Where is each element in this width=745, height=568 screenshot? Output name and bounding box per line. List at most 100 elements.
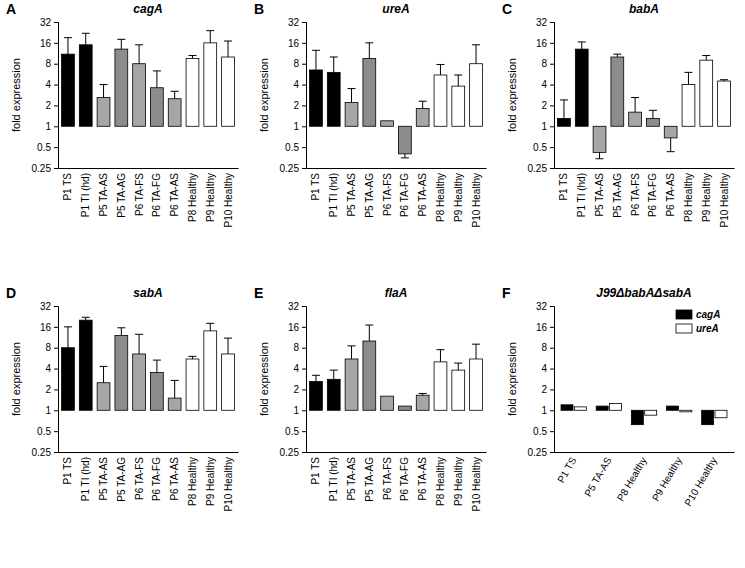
legend-swatch xyxy=(676,324,692,333)
error-bar xyxy=(312,50,320,70)
x-tick: P10 Healthy xyxy=(682,455,719,508)
y-tick: 0.5 xyxy=(533,142,554,153)
y-tick: 32 xyxy=(288,17,306,28)
error-bar-cap xyxy=(312,50,320,51)
y-tick-mark xyxy=(302,22,306,23)
y-tick-label: 4 xyxy=(293,363,299,374)
error-bar-cap xyxy=(454,363,462,364)
y-tick-mark xyxy=(54,85,58,86)
error-bar xyxy=(117,39,125,49)
y-tick-mark xyxy=(302,43,306,44)
error-bar-line xyxy=(121,39,122,49)
x-tick-label: P8 Healthy xyxy=(187,173,198,222)
bar xyxy=(646,118,659,126)
y-tick-label: 0.25 xyxy=(32,447,52,458)
x-axis: P1 TSP1 TI (hd)P5 TA-ASP5 TA-AGP6 TA-FSP… xyxy=(555,169,735,228)
y-tick-label: 16 xyxy=(288,38,300,49)
error-bar-line xyxy=(315,50,316,70)
bar xyxy=(398,126,411,154)
error-bar xyxy=(224,41,232,57)
y-axis: 0.250.512481632 xyxy=(280,301,307,458)
y-axis-label: fold expression xyxy=(258,342,270,416)
error-bar xyxy=(171,380,179,398)
x-tick-label: P6 TA-FS xyxy=(134,457,145,500)
bar xyxy=(97,98,110,127)
x-tick-label: P6 TA-AS xyxy=(169,173,180,217)
x-tick-label: P6 TA-FS xyxy=(382,457,393,500)
error-bar xyxy=(365,325,373,341)
error-bar-cap xyxy=(224,41,232,42)
bar xyxy=(381,121,394,126)
y-tick: 4 xyxy=(45,363,58,374)
x-tick-label: P9 Healthy xyxy=(205,173,216,222)
bar xyxy=(645,410,657,415)
x-tick-label: P9 Healthy xyxy=(650,455,684,503)
y-tick-mark xyxy=(550,327,554,328)
y-tick-mark xyxy=(550,410,554,411)
x-tick-label: P5 TA-AG xyxy=(116,457,127,502)
error-bar-line xyxy=(156,71,157,88)
bar xyxy=(204,43,217,126)
error-bar xyxy=(153,71,161,88)
error-bar xyxy=(596,152,604,158)
y-tick: 0.25 xyxy=(528,447,554,458)
panel: AcagAfold expression0.250.512481632P1 TS… xyxy=(6,1,239,227)
x-tick-label: P5 TA-AG xyxy=(116,173,127,218)
y-tick-mark xyxy=(302,369,306,370)
x-tick-label: P6 TA-FS xyxy=(382,173,393,216)
y-tick: 2 xyxy=(45,384,58,395)
y-tick-label: 2 xyxy=(45,384,51,395)
error-bar-line xyxy=(103,85,104,98)
bar xyxy=(398,406,411,410)
x-tick-label: P5 TA-AG xyxy=(364,173,375,218)
y-tick: 4 xyxy=(541,79,554,90)
error-bar-line xyxy=(652,110,653,118)
y-tick: 32 xyxy=(40,301,58,312)
y-tick-label: 2 xyxy=(541,384,547,395)
y-axis-label: fold expression xyxy=(258,58,270,132)
x-tick: P6 TA-FG xyxy=(647,173,658,217)
error-bar-cap xyxy=(117,39,125,40)
y-tick-mark xyxy=(54,369,58,370)
bar xyxy=(115,336,128,411)
y-tick-label: 8 xyxy=(45,58,51,69)
error-bar-line xyxy=(581,42,582,49)
error-bar-line xyxy=(67,327,68,348)
x-tick-label: P6 TA-FG xyxy=(151,173,162,217)
error-bar-line xyxy=(635,98,636,113)
error-bar-cap xyxy=(365,42,373,43)
bar xyxy=(363,59,376,127)
y-tick-label: 0.5 xyxy=(37,426,51,437)
x-axis: P1 TSP1 TI (hd)P5 TA-ASP5 TA-AGP6 TA-FSP… xyxy=(307,169,487,228)
error-bar-cap xyxy=(312,375,320,376)
x-tick: P5 TA-AS xyxy=(346,457,357,501)
error-bar xyxy=(472,45,480,64)
x-axis: P1 TSP1 TI (hd)P5 TA-ASP5 TA-AGP6 TA-FSP… xyxy=(59,169,239,228)
x-tick-label: P9 Healthy xyxy=(453,173,464,222)
error-bar-cap xyxy=(82,317,90,318)
bar xyxy=(452,86,465,126)
error-bar-cap xyxy=(419,101,427,102)
x-tick-label: P5 TA-AG xyxy=(364,457,375,502)
error-bar xyxy=(613,54,621,57)
x-tick-label: P10 Healthy xyxy=(719,173,730,227)
bar xyxy=(593,126,606,152)
y-tick-label: 1 xyxy=(293,405,299,416)
error-bar xyxy=(419,101,427,108)
y-tick-mark xyxy=(302,431,306,432)
panel: DsabAfold expression0.250.512481632P1 TS… xyxy=(6,285,239,511)
y-tick-mark xyxy=(550,452,554,453)
y-tick-label: 8 xyxy=(293,342,299,353)
error-bar xyxy=(82,317,90,320)
error-bar xyxy=(206,323,214,331)
bar xyxy=(345,359,358,410)
error-bar-line xyxy=(369,325,370,341)
bar xyxy=(558,118,571,126)
error-bar-cap xyxy=(117,327,125,328)
y-axis: 0.250.512481632 xyxy=(528,301,555,458)
x-tick-label: P1 TS xyxy=(310,173,321,201)
x-tick: P1 TS xyxy=(62,457,73,485)
error-bar-cap xyxy=(436,349,444,350)
y-tick: 0.25 xyxy=(32,163,58,174)
figure: AcagAfold expression0.250.512481632P1 TS… xyxy=(0,0,745,568)
